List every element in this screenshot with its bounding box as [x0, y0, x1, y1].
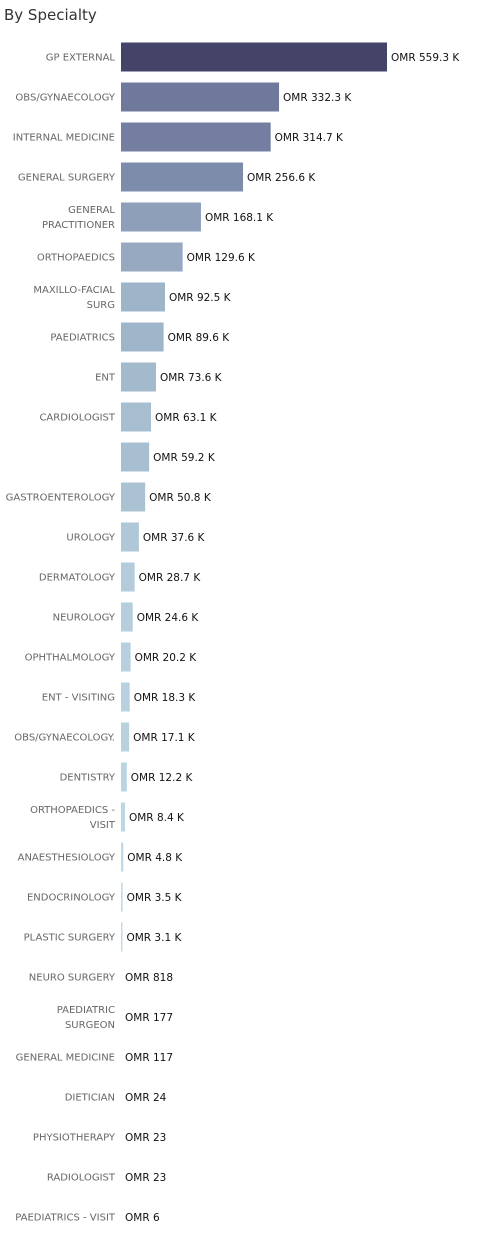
category-label: CARDIOLOGIST	[39, 413, 115, 424]
bar[interactable]	[121, 842, 124, 872]
bar[interactable]	[121, 722, 130, 752]
bar[interactable]	[121, 202, 201, 232]
value-label: OMR 8.4 K	[129, 812, 185, 824]
category-label: OBS/GYNAECOLOGY	[15, 93, 115, 104]
value-label: OMR 12.2 K	[131, 772, 194, 784]
value-label: OMR 256.6 K	[247, 172, 316, 184]
category-label: ORTHOPAEDICS	[37, 253, 115, 264]
category-label: ANAESTHESIOLOGY	[18, 853, 116, 864]
bar[interactable]	[121, 122, 271, 152]
value-label: OMR 559.3 K	[391, 52, 460, 64]
bar[interactable]	[121, 402, 152, 432]
category-label: OBS/GYNAECOLOGY.	[14, 733, 115, 744]
category-label: OPHTHALMOLOGY	[25, 653, 116, 664]
category-label: ENT	[95, 373, 116, 384]
category-label: DERMATOLOGY	[39, 573, 116, 584]
value-label: OMR 818	[125, 972, 173, 984]
category-label: PAEDIATRIC SURGEON	[57, 1005, 115, 1031]
category-label: ORTHOPAEDICS -VISIT	[30, 805, 116, 831]
category-label: RADIOLOGIST	[47, 1173, 116, 1184]
value-label: OMR 28.7 K	[139, 572, 202, 584]
category-label: PAEDIATRICS	[50, 333, 115, 344]
value-label: OMR 24.6 K	[137, 612, 200, 624]
category-label: GENERAL MEDICINE	[16, 1053, 115, 1064]
bar[interactable]	[121, 242, 183, 272]
category-label: ENT - VISITING	[42, 693, 115, 704]
category-label: DIETICIAN	[65, 1093, 115, 1104]
value-label: OMR 168.1 K	[205, 212, 274, 224]
value-label: OMR 3.5 K	[127, 892, 183, 904]
value-label: OMR 73.6 K	[160, 372, 223, 384]
value-label: OMR 177	[125, 1012, 173, 1024]
value-label: OMR 3.1 K	[126, 932, 182, 944]
bar[interactable]	[121, 522, 139, 552]
chart-title: By Specialty	[4, 6, 97, 24]
value-label: OMR 129.6 K	[187, 252, 256, 264]
value-label: OMR 37.6 K	[143, 532, 206, 544]
value-label: OMR 4.8 K	[127, 852, 183, 864]
category-label: PHYSIOTHERAPY	[33, 1133, 116, 1144]
bar[interactable]	[121, 602, 133, 632]
bar[interactable]	[121, 482, 146, 512]
category-label: GP EXTERNAL	[46, 53, 116, 64]
value-label: OMR 24	[125, 1092, 167, 1104]
value-label: OMR 20.2 K	[135, 652, 198, 664]
value-label: OMR 314.7 K	[275, 132, 344, 144]
value-label: OMR 92.5 K	[169, 292, 232, 304]
bar[interactable]	[121, 642, 131, 672]
category-label: PLASTIC SURGERY	[24, 933, 116, 944]
value-label: OMR 17.1 K	[133, 732, 196, 744]
category-label: GENERAL PRACTITIONER	[42, 205, 115, 231]
category-label: PAEDIATRICS - VISIT	[15, 1213, 116, 1224]
category-label: ENDOCRINOLOGY	[27, 893, 116, 904]
bar[interactable]	[121, 42, 387, 72]
value-label: OMR 6	[125, 1212, 160, 1224]
bar[interactable]	[121, 82, 280, 112]
category-label: NEUROLOGY	[53, 613, 116, 624]
category-label: GASTROENTEROLOGY	[6, 493, 116, 504]
bar[interactable]	[121, 882, 123, 912]
value-label: OMR 63.1 K	[155, 412, 218, 424]
bar[interactable]	[121, 162, 244, 192]
value-label: OMR 89.6 K	[168, 332, 231, 344]
bar[interactable]	[121, 802, 125, 832]
value-label: OMR 18.3 K	[134, 692, 197, 704]
category-label: NEURO SURGERY	[29, 973, 116, 984]
category-label: DENTISTRY	[60, 773, 116, 784]
value-label: OMR 332.3 K	[283, 92, 352, 104]
value-label: OMR 23	[125, 1132, 166, 1144]
category-label: INTERNAL MEDICINE	[13, 133, 115, 144]
category-label: GENERAL SURGERY	[18, 173, 116, 184]
category-label: UROLOGY	[66, 533, 115, 544]
bar[interactable]	[121, 322, 164, 352]
bar[interactable]	[121, 562, 135, 592]
value-label: OMR 59.2 K	[153, 452, 216, 464]
category-label: MAXILLO-FACIAL SURG	[33, 285, 115, 311]
bar[interactable]	[121, 682, 130, 712]
value-label: OMR 117	[125, 1052, 173, 1064]
bar[interactable]	[121, 922, 123, 952]
value-label: OMR 50.8 K	[149, 492, 212, 504]
bar[interactable]	[121, 362, 157, 392]
bar[interactable]	[121, 282, 165, 312]
bar[interactable]	[121, 762, 127, 792]
bar[interactable]	[121, 442, 150, 472]
value-label: OMR 23	[125, 1172, 166, 1184]
